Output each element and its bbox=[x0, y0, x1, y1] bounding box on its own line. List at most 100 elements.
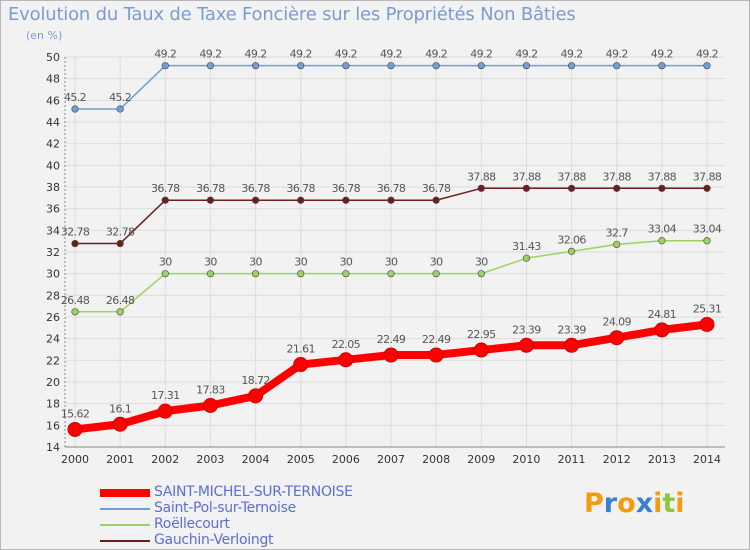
data-point bbox=[248, 388, 264, 404]
data-label: 22.49 bbox=[422, 333, 451, 346]
data-point bbox=[161, 62, 169, 70]
data-label: 22.95 bbox=[467, 328, 496, 341]
data-point bbox=[613, 240, 621, 249]
data-point bbox=[383, 347, 399, 363]
data-label: 32.06 bbox=[557, 233, 586, 246]
data-point bbox=[567, 62, 576, 70]
data-point bbox=[432, 196, 440, 204]
data-label: 37.88 bbox=[512, 170, 541, 183]
data-point bbox=[161, 270, 169, 278]
data-label: 30 bbox=[204, 256, 217, 269]
logo-letter: i bbox=[653, 488, 663, 519]
x-tick-label: 2003 bbox=[196, 453, 224, 466]
data-point bbox=[613, 184, 621, 192]
data-labels: 45.2 45.2 49.2 49.2 49.2 49.2 49.2 49.2 49.2 49.2… bbox=[61, 48, 723, 421]
data-point bbox=[338, 352, 354, 368]
data-label: 49.2 bbox=[425, 48, 447, 61]
data-label: 36.78 bbox=[241, 182, 270, 195]
data-label: 49.2 bbox=[199, 48, 221, 61]
data-point bbox=[432, 62, 440, 70]
data-point bbox=[112, 416, 128, 432]
data-label: 18.72 bbox=[241, 374, 270, 387]
data-label: 22.49 bbox=[377, 333, 406, 346]
data-label: 36.78 bbox=[332, 182, 361, 195]
x-tick-label: 2005 bbox=[287, 453, 315, 466]
data-label: 16.1 bbox=[109, 402, 131, 415]
data-point bbox=[432, 270, 440, 278]
data-point bbox=[609, 330, 625, 346]
x-tick-label: 2004 bbox=[242, 453, 270, 466]
y-tick-label: 18 bbox=[46, 398, 60, 411]
y-tick-label: 38 bbox=[46, 181, 60, 194]
y-tick-label: 14 bbox=[46, 441, 60, 454]
data-point bbox=[251, 196, 260, 204]
legend-swatch bbox=[100, 489, 150, 497]
y-tick-label: 20 bbox=[46, 376, 60, 389]
data-label: 30 bbox=[430, 256, 443, 269]
data-label: 49.2 bbox=[154, 48, 176, 61]
data-label: 37.88 bbox=[693, 170, 722, 183]
y-tick-label: 30 bbox=[46, 268, 60, 281]
data-label: 26.48 bbox=[61, 294, 90, 307]
legend-label: Saint-Pol-sur-Ternoise bbox=[154, 500, 296, 516]
data-label: 23.39 bbox=[557, 323, 586, 336]
series-group bbox=[67, 62, 715, 437]
data-point bbox=[71, 308, 79, 316]
y-tick-label: 50 bbox=[46, 51, 60, 64]
data-point bbox=[477, 62, 485, 70]
data-label: 36.78 bbox=[151, 182, 180, 195]
data-point bbox=[703, 62, 711, 70]
data-point bbox=[202, 398, 218, 414]
data-point bbox=[387, 270, 395, 278]
data-label: 45.2 bbox=[64, 91, 86, 104]
data-point bbox=[71, 105, 79, 113]
data-point bbox=[116, 105, 124, 113]
data-point bbox=[522, 254, 531, 262]
data-label: 30 bbox=[294, 256, 307, 269]
data-point bbox=[297, 196, 305, 204]
data-point bbox=[564, 337, 580, 353]
grid bbox=[65, 56, 725, 448]
data-point bbox=[387, 62, 395, 70]
legend-label: Roëllecourt bbox=[154, 516, 230, 532]
data-point bbox=[342, 62, 350, 70]
data-label: 32.78 bbox=[106, 226, 135, 239]
data-label: 49.2 bbox=[651, 48, 673, 61]
y-tick-label: 16 bbox=[46, 419, 60, 432]
x-tick-label: 2014 bbox=[693, 453, 721, 466]
data-point bbox=[703, 237, 711, 245]
data-label: 24.09 bbox=[602, 316, 631, 329]
data-point bbox=[297, 62, 305, 70]
data-point bbox=[658, 184, 666, 192]
y-tick-label: 28 bbox=[46, 289, 60, 302]
data-point bbox=[157, 403, 173, 419]
data-label: 49.2 bbox=[290, 48, 312, 61]
data-point bbox=[342, 270, 350, 278]
data-point bbox=[428, 347, 444, 363]
data-label: 36.78 bbox=[422, 182, 451, 195]
data-label: 49.2 bbox=[380, 48, 402, 61]
data-point bbox=[71, 239, 79, 248]
data-point bbox=[293, 357, 309, 373]
data-label: 25.31 bbox=[693, 302, 722, 315]
data-label: 49.2 bbox=[470, 48, 492, 61]
data-label: 37.88 bbox=[648, 170, 677, 183]
data-label: 26.48 bbox=[106, 294, 135, 307]
y-tick-label: 22 bbox=[46, 354, 60, 367]
x-tick-label: 2001 bbox=[106, 453, 134, 466]
legend-swatch bbox=[100, 540, 150, 542]
data-label: 32.7 bbox=[606, 226, 629, 239]
data-label: 21.61 bbox=[286, 343, 315, 356]
data-label: 37.88 bbox=[467, 170, 496, 183]
data-label: 23.39 bbox=[512, 323, 541, 336]
data-point bbox=[522, 62, 531, 70]
data-point bbox=[658, 62, 666, 70]
data-point bbox=[297, 270, 305, 278]
data-point bbox=[473, 342, 489, 358]
data-point bbox=[699, 316, 715, 332]
data-point bbox=[567, 184, 576, 192]
data-label: 31.43 bbox=[512, 240, 541, 253]
data-point bbox=[613, 62, 621, 70]
data-label: 30 bbox=[339, 256, 352, 269]
data-label: 49.2 bbox=[515, 48, 537, 61]
